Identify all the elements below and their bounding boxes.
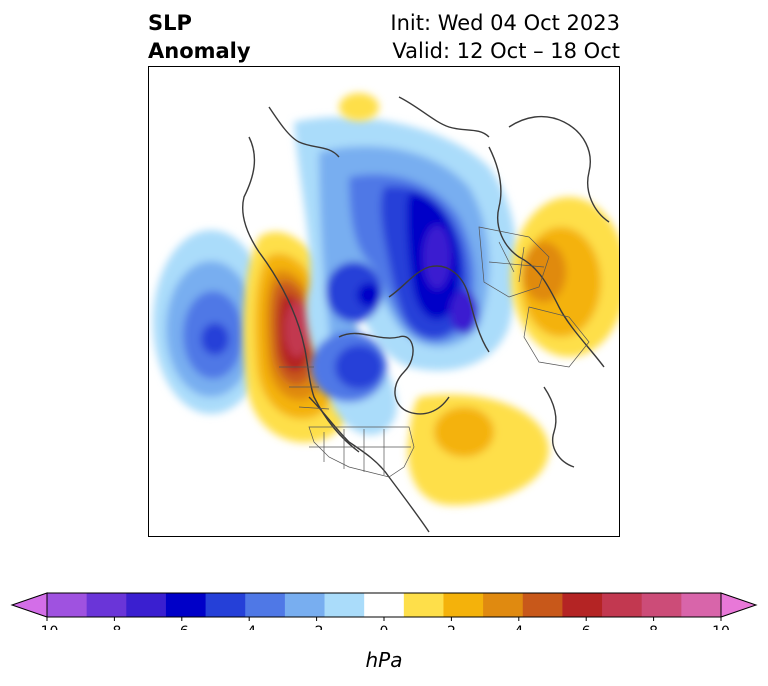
coastlines	[242, 96, 610, 533]
map-title: SLP Anomaly	[148, 9, 251, 65]
colorbar-segment	[443, 593, 484, 617]
colorbar-segment	[284, 593, 326, 617]
colorbar: -10 -8 -6 -4 -2 0 2 4 6 8 10	[10, 592, 758, 630]
colorbar-segment	[602, 593, 643, 617]
colorbar-segment	[86, 593, 127, 617]
colorbar-tick-label: -8	[107, 624, 121, 630]
map-canvas	[153, 93, 619, 533]
init-date: Init: Wed 04 Oct 2023	[390, 11, 620, 35]
colorbar-tick-label: -4	[242, 624, 256, 630]
colorbar-segment	[205, 593, 246, 617]
colorbar-segment	[47, 593, 88, 617]
colorbar-segment	[165, 593, 207, 617]
colorbar-segment	[403, 593, 444, 617]
colorbar-segment	[641, 593, 682, 617]
colorbar-segment	[483, 593, 524, 617]
colorbar-tick-label: 2	[447, 624, 456, 630]
colorbar-tick-label: -2	[310, 624, 324, 630]
colorbar-segment	[245, 593, 286, 617]
colorbar-extend-low	[10, 592, 48, 618]
arctic-low-anomaly	[294, 117, 518, 436]
title-line-2: Anomaly	[148, 39, 251, 63]
colorbar-tick-label: 10	[712, 624, 730, 630]
colorbar-segment	[522, 593, 563, 617]
anomaly-map	[148, 66, 620, 537]
political-borders	[279, 226, 590, 478]
colorbar-tick-label: 6	[582, 624, 591, 630]
colorbar-extend-high	[720, 592, 758, 618]
colorbar-tick-label: 0	[380, 624, 389, 630]
colorbar-tick-label: -6	[175, 624, 189, 630]
date-info: Init: Wed 04 Oct 2023 Valid: 12 Oct – 18…	[390, 9, 620, 65]
colorbar-segment	[364, 593, 405, 617]
colorbar-units: hPa	[365, 648, 403, 672]
colorbar-segment	[562, 593, 603, 617]
colorbar-tick-label: 8	[649, 624, 658, 630]
colorbar-tick-labels: -10 -8 -6 -4 -2 0 2 4 6 8 10	[36, 617, 730, 630]
valid-range: Valid: 12 Oct – 18 Oct	[392, 39, 620, 63]
colorbar-segment	[126, 593, 167, 617]
colorbar-tick-label: -10	[36, 624, 59, 630]
colorbar-segments	[10, 592, 758, 618]
atlantic-high-anomaly	[407, 394, 550, 506]
title-line-1: SLP	[148, 11, 192, 35]
colorbar-segment	[324, 593, 365, 617]
pacific-low-anomaly	[153, 230, 269, 414]
colorbar-tick-label: 4	[514, 624, 523, 630]
colorbar-segment	[681, 593, 722, 617]
